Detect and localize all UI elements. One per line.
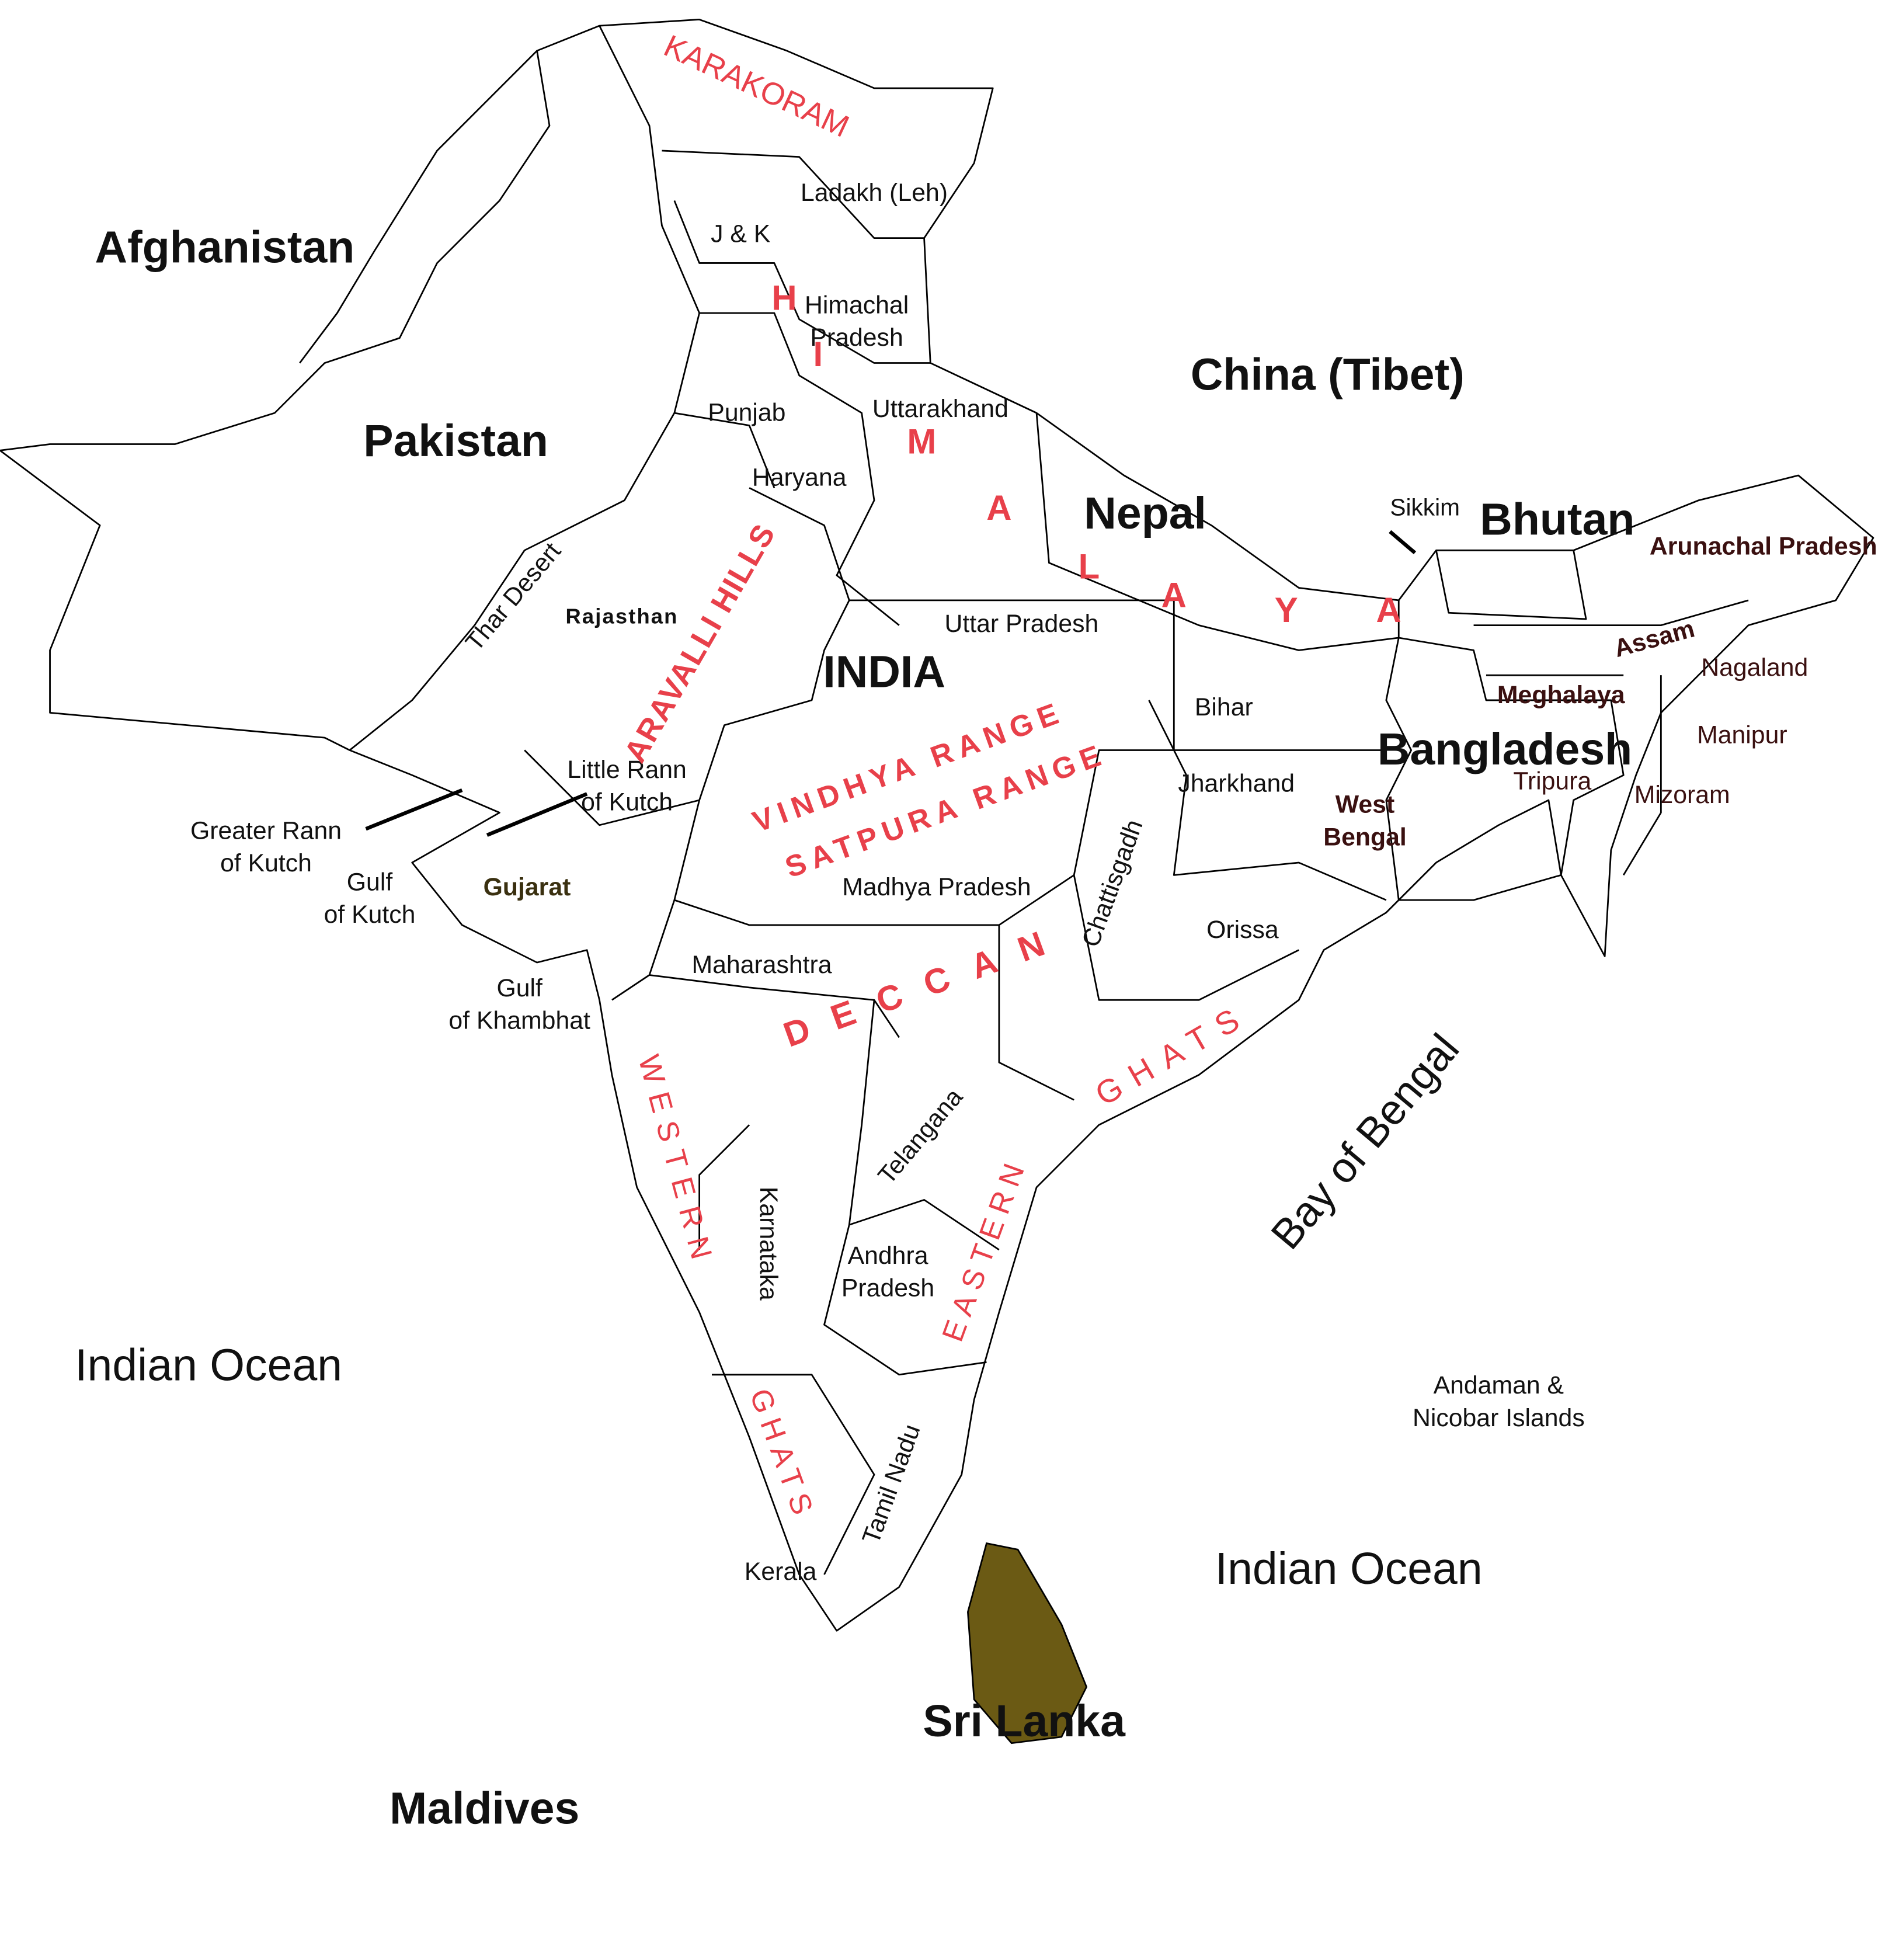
range-label: DECCAN bbox=[778, 915, 1073, 1054]
state-label: Kerala bbox=[745, 1558, 817, 1586]
state-label: Arunachal Pradesh bbox=[1650, 532, 1877, 560]
label-line: of Kutch bbox=[220, 850, 312, 878]
countrie-label: INDIA bbox=[823, 647, 945, 697]
range-label: WESTERN bbox=[632, 1051, 721, 1272]
india-outline bbox=[349, 19, 1874, 1632]
water-label: Greater Rann of Kutch bbox=[190, 817, 342, 878]
state-label: Uttarakhand bbox=[872, 395, 1008, 423]
range-label: KARAKORAM bbox=[659, 29, 854, 144]
water-label: Bay of Bengal bbox=[1262, 1025, 1468, 1258]
label-line: Himachal bbox=[805, 291, 909, 319]
state-label: Haryana bbox=[752, 464, 847, 492]
state-label: Maharashtra bbox=[692, 951, 832, 979]
label-line: Andhra bbox=[848, 1242, 928, 1270]
state-label: J & K bbox=[711, 220, 771, 248]
label-line: of Kutch bbox=[324, 901, 416, 929]
state-label: Tripura bbox=[1513, 767, 1591, 795]
label-line: Bengal bbox=[1323, 823, 1407, 852]
state-label: Madhya Pradesh bbox=[842, 873, 1031, 901]
pointer bbox=[365, 788, 463, 831]
state-label: West Bengal bbox=[1323, 791, 1407, 852]
state-label: Punjab bbox=[708, 399, 785, 427]
state-label: Bihar bbox=[1195, 693, 1253, 721]
state-label: Assam bbox=[1611, 614, 1698, 663]
range-label: ARAVALLI HILLS bbox=[618, 517, 782, 768]
bangladesh-outline bbox=[1385, 637, 1625, 901]
label-line: Gulf bbox=[347, 868, 393, 896]
label-line: Andaman & bbox=[1434, 1371, 1564, 1399]
countrie-label: Bangladesh bbox=[1378, 724, 1632, 774]
countrie-label: Pakistan bbox=[363, 416, 548, 466]
pointers bbox=[365, 530, 1417, 837]
state-label: Nagaland bbox=[1701, 654, 1808, 682]
pakistan-afghanistan-outline bbox=[0, 25, 600, 751]
state-label: Mizoram bbox=[1634, 781, 1730, 809]
water-label: Andaman & Nicobar Islands bbox=[1413, 1371, 1585, 1432]
countrie-label: Bhutan bbox=[1480, 495, 1634, 545]
state-label: Chattisgadh bbox=[1077, 816, 1149, 951]
label-line: West bbox=[1335, 791, 1394, 819]
countrie-label: Afghanistan bbox=[95, 222, 355, 272]
state-label: Tamil Nadu bbox=[857, 1420, 926, 1547]
water-label: Thar Desert bbox=[460, 537, 566, 656]
label-line: Little Rann bbox=[567, 756, 686, 784]
state-label: Sikkim bbox=[1390, 494, 1460, 520]
label-line: Pradesh bbox=[841, 1274, 934, 1302]
label-line: Nicobar Islands bbox=[1413, 1404, 1585, 1432]
nepal-border bbox=[1035, 412, 1400, 651]
borders bbox=[0, 19, 1874, 1632]
label-line: Gulf bbox=[496, 974, 542, 1002]
label-line: of Khambhat bbox=[448, 1007, 590, 1035]
water-label: Little Rann of Kutch bbox=[567, 756, 686, 816]
label-line: of Kutch bbox=[581, 788, 673, 816]
water-label: Gulf of Khambhat bbox=[448, 974, 590, 1035]
countrie-label: Nepal bbox=[1084, 488, 1206, 538]
state-label: Jharkhand bbox=[1178, 770, 1295, 798]
state-label: Andhra Pradesh bbox=[841, 1242, 934, 1302]
state-label: Manipur bbox=[1697, 721, 1787, 749]
sri-lanka bbox=[967, 1542, 1088, 1744]
state-label: Telangana bbox=[872, 1083, 968, 1190]
state-lines bbox=[524, 150, 1749, 1575]
pointer bbox=[486, 792, 588, 837]
state-label: Himachal Pradesh bbox=[805, 291, 909, 352]
water-label: Indian Ocean bbox=[75, 1340, 342, 1390]
state-label: Orissa bbox=[1206, 916, 1279, 944]
range-label: HIMALA Y A bbox=[771, 278, 1401, 630]
state-label: Gujarat bbox=[484, 873, 571, 901]
pakistan-border bbox=[299, 50, 538, 364]
state-label: Meghalaya bbox=[1497, 681, 1626, 709]
water-label: Indian Ocean bbox=[1215, 1544, 1483, 1594]
countrie-label: China (Tibet) bbox=[1191, 350, 1465, 400]
countrie-label: Sri Lanka bbox=[923, 1696, 1126, 1746]
range-label: GHATS bbox=[1089, 995, 1256, 1113]
label-line: Pradesh bbox=[810, 324, 903, 352]
pointer bbox=[1389, 530, 1417, 555]
water-label: Gulf of Kutch bbox=[324, 868, 416, 929]
label-line: Greater Rann bbox=[190, 817, 342, 845]
state-label: Ladakh (Leh) bbox=[801, 179, 948, 207]
bhutan-border bbox=[1435, 550, 1587, 620]
state-label: Karnataka bbox=[754, 1187, 782, 1301]
state-label: Uttar Pradesh bbox=[944, 610, 1098, 638]
countrie-label: Maldives bbox=[389, 1784, 579, 1834]
state-label: Rajasthan bbox=[566, 604, 679, 628]
